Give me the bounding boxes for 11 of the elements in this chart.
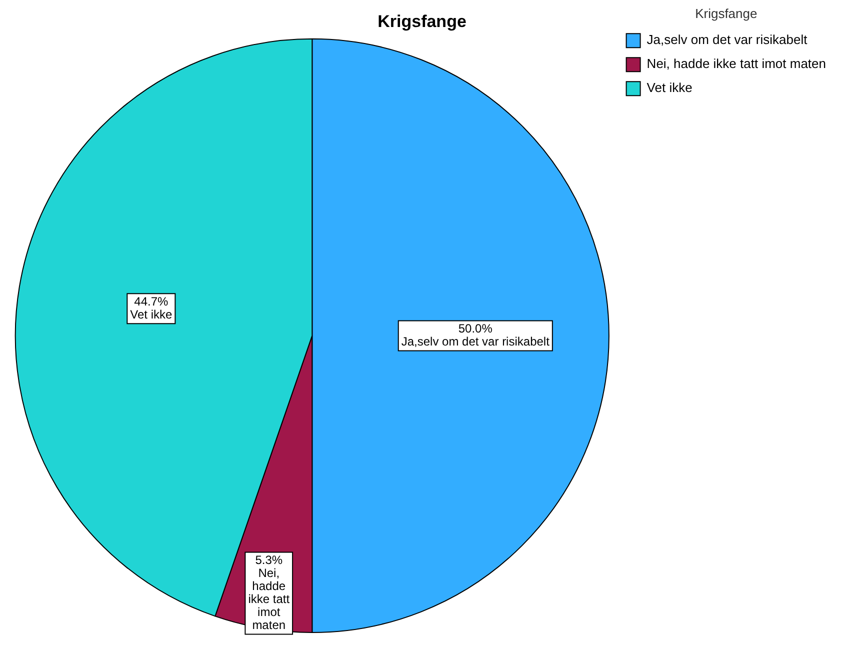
slice-label: Ja,selv om det var risikabelt	[401, 334, 550, 349]
chart-title: Krigsfange	[378, 12, 466, 31]
legend-label: Nei, hadde ikke tatt imot maten	[646, 56, 826, 72]
legend-title: Krigsfange	[695, 6, 758, 22]
legend-label: Vet ikke	[646, 80, 692, 96]
slice-label: Nei, hadde ikke tatt imot maten	[248, 566, 290, 632]
data-label: 44.7%	[134, 294, 169, 308]
legend-label: Ja,selv om det var risikabelt	[646, 32, 808, 48]
data-label: 5.3%	[255, 553, 283, 568]
data-label: 50.0%	[458, 322, 493, 336]
slice-label: Vet ikke	[130, 307, 172, 322]
